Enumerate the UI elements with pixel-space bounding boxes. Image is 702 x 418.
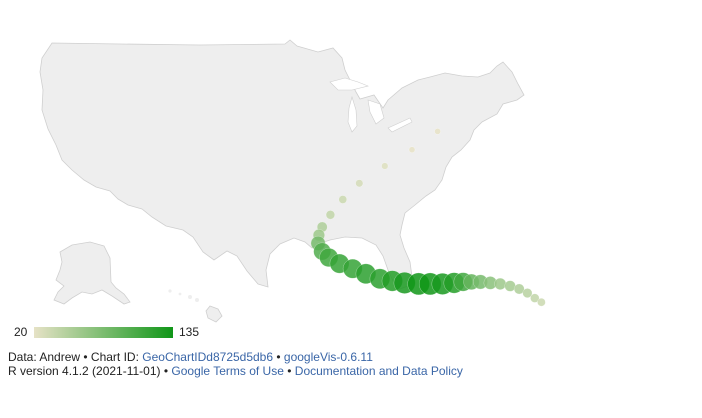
footer-data-label: Data: Andrew • Chart ID: (8, 350, 143, 364)
terms-link[interactable]: Google Terms of Use (171, 364, 284, 378)
chart-id-link[interactable]: GeoChartIDd8725d5db6 (142, 350, 274, 364)
hawaii-island (168, 289, 172, 293)
storm-track-bubble[interactable] (408, 146, 416, 153)
storm-track-bubble[interactable] (494, 277, 507, 290)
hawaii-island (178, 292, 182, 296)
storm-track-bubble[interactable] (513, 283, 525, 295)
lake-michigan-shape (347, 95, 358, 133)
lake-superior-shape (329, 77, 369, 91)
contiguous-us-shape[interactable] (39, 39, 525, 290)
footer-line-1: Data: Andrew • Chart ID: GeoChartIDd8725… (8, 350, 373, 364)
lake-huron-shape (367, 99, 385, 125)
geo-chart[interactable] (0, 0, 702, 345)
storm-track-bubble[interactable] (537, 297, 546, 307)
lake-erie-shape (387, 117, 413, 133)
footer-r-version: R version 4.1.2 (2021-11-01) • (8, 364, 172, 378)
map-canvas[interactable] (0, 0, 702, 345)
color-legend-bar (34, 327, 173, 338)
footer-separator: • (273, 350, 284, 364)
hawaii-big-island (205, 305, 223, 323)
policy-link[interactable]: Documentation and Data Policy (294, 364, 463, 378)
legend-max-label: 135 (179, 325, 200, 339)
storm-track-bubble[interactable] (434, 128, 441, 135)
storm-track-bubble[interactable] (338, 195, 348, 204)
alaska-shape[interactable] (53, 241, 131, 305)
storm-track-bubble[interactable] (530, 293, 540, 303)
googlevis-link[interactable]: googleVis-0.6.11 (283, 350, 373, 364)
storm-track-bubble[interactable] (355, 179, 364, 188)
storm-track-bubble[interactable] (325, 210, 336, 220)
legend-min-label: 20 (14, 325, 28, 339)
footer-separator: • (283, 364, 295, 378)
storm-track-bubble[interactable] (504, 280, 516, 292)
storm-track-bubble[interactable] (522, 288, 533, 299)
hawaii-island (195, 298, 199, 302)
storm-track-bubble[interactable] (381, 162, 389, 170)
hawaii-island (188, 295, 192, 299)
footer-line-2: R version 4.1.2 (2021-11-01) • Google Te… (8, 364, 463, 378)
bubble-layer[interactable] (310, 128, 546, 307)
